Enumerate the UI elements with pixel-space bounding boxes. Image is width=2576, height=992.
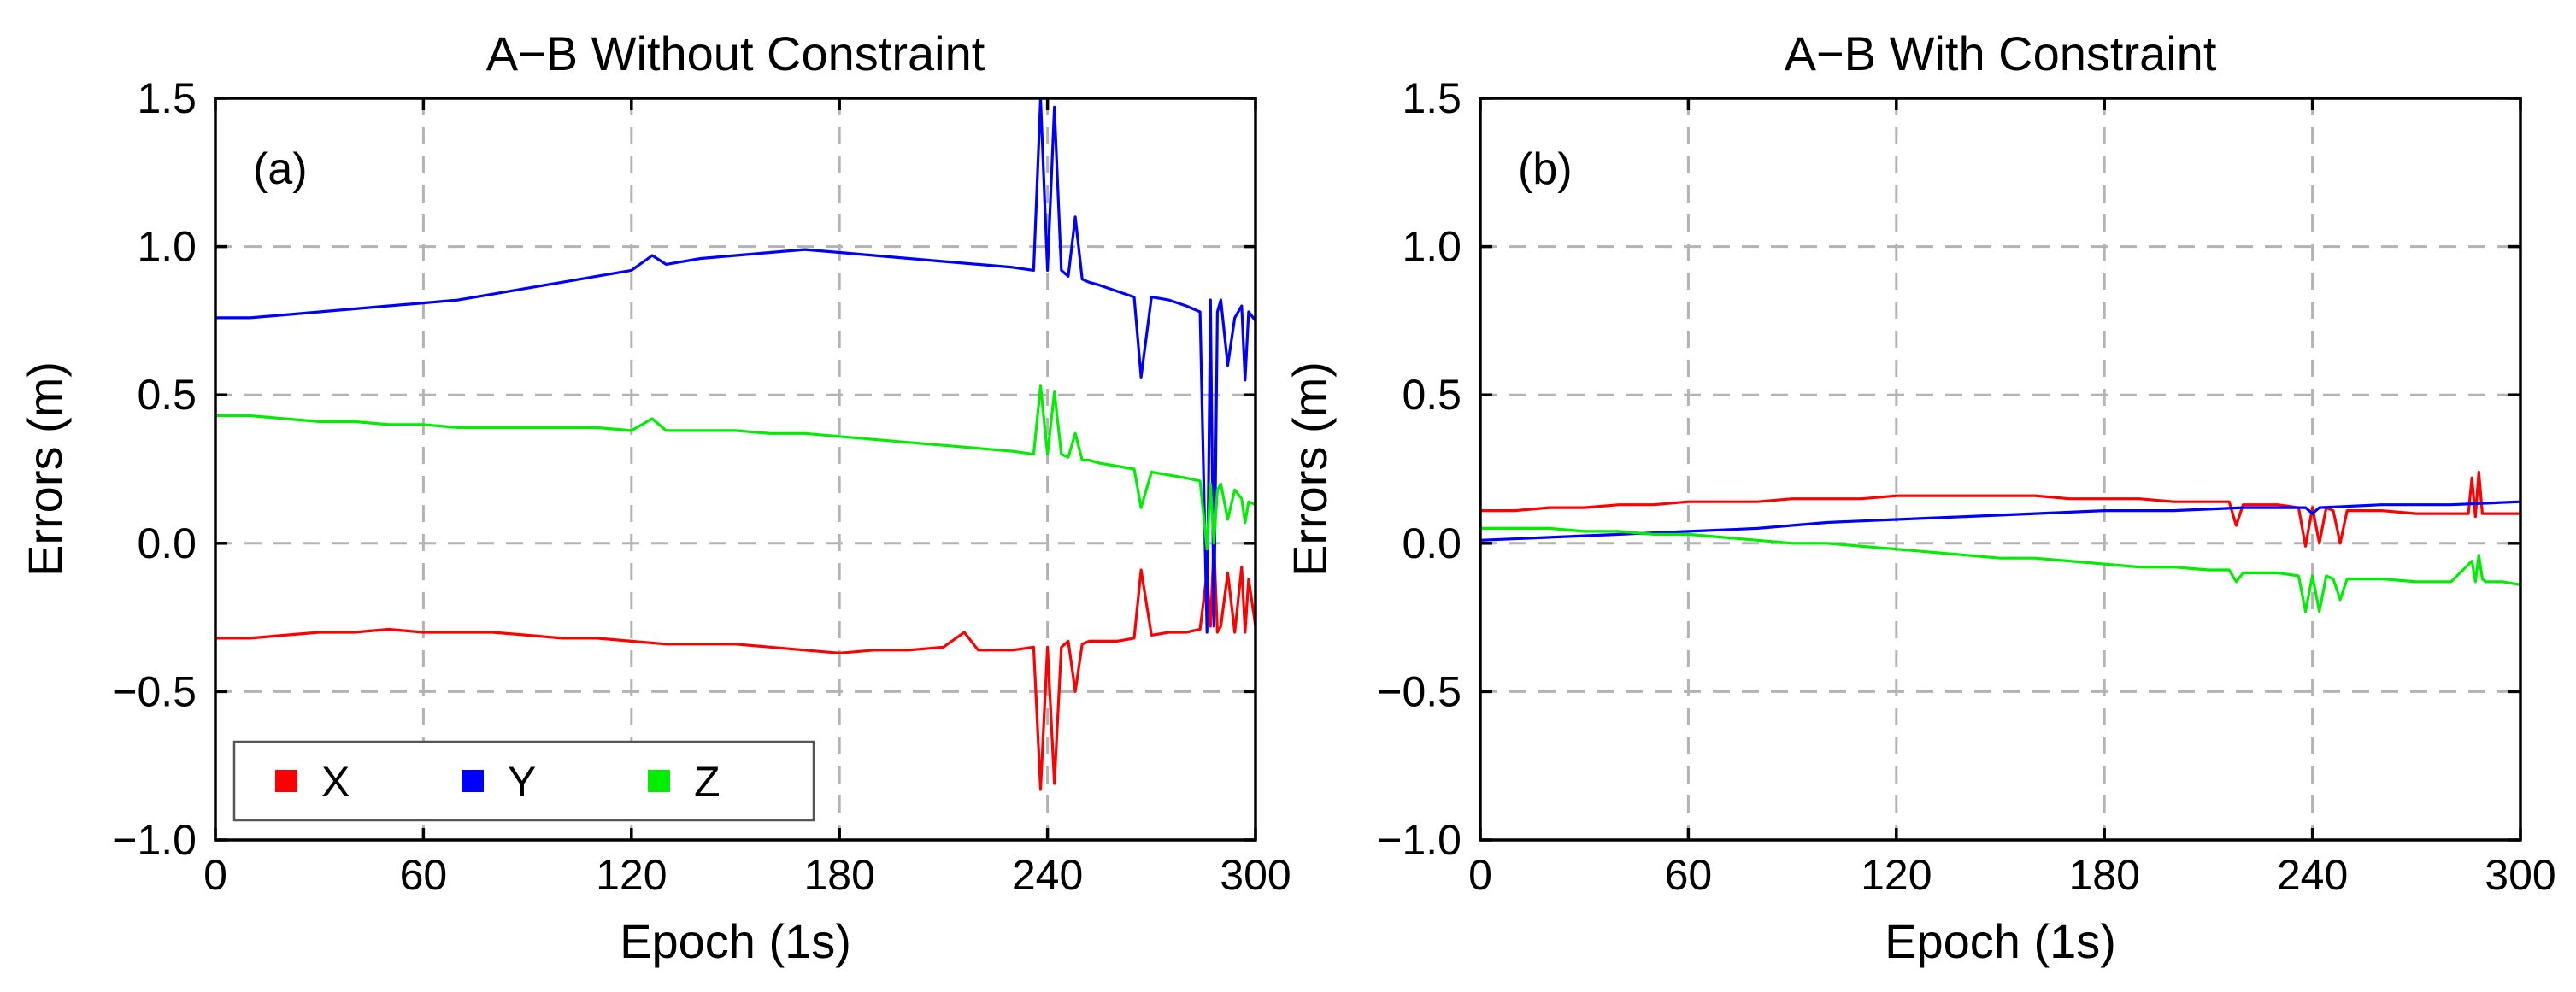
y-tick-label: 0.5 bbox=[137, 371, 197, 419]
series-line-y bbox=[215, 98, 1256, 634]
chart-title: A−B With Constraint bbox=[1785, 26, 2217, 80]
x-tick-label: 60 bbox=[400, 851, 448, 899]
plot-frame bbox=[214, 97, 1257, 842]
y-tick-label: 1.5 bbox=[137, 74, 197, 122]
y-tick-label: 0.0 bbox=[1402, 519, 1461, 567]
y-axis-label: Errors (m) bbox=[18, 361, 72, 577]
x-tick-label: 120 bbox=[596, 851, 667, 899]
x-tick-label: 120 bbox=[1861, 851, 1932, 899]
x-tick-label: 180 bbox=[803, 851, 874, 899]
chart-panel-b: 0 60 120 180 240 300 −1.0 −0.5 0.0 0.5 1.0 1.5 A−B W… bbox=[1283, 26, 2556, 968]
x-tick-label: 0 bbox=[1468, 851, 1492, 899]
y-tick-label: 1.0 bbox=[137, 223, 197, 271]
legend-label-y: Y bbox=[508, 758, 536, 806]
x-tick-label: 300 bbox=[2485, 851, 2555, 899]
chart-panel-a: 0 60 120 180 240 300 −1.0 −0.5 0.0 0.5 1.0 1.5 A−B W… bbox=[18, 26, 1291, 968]
x-tick-label: 240 bbox=[2277, 851, 2348, 899]
y-tick-label: 0.0 bbox=[137, 519, 197, 567]
plot-frame bbox=[1479, 97, 2522, 842]
legend: X Y Z bbox=[232, 740, 815, 822]
y-tick-label: 0.5 bbox=[1402, 371, 1461, 419]
y-tick-label: 1.0 bbox=[1402, 223, 1461, 271]
legend-box bbox=[232, 740, 815, 822]
x-tick-label: 0 bbox=[203, 851, 227, 899]
legend-label-x: X bbox=[321, 758, 350, 806]
series-line-x bbox=[215, 542, 1256, 791]
x-tick-label: 60 bbox=[1665, 851, 1713, 899]
panel-label: (a) bbox=[253, 144, 308, 194]
y-tick-label: −0.5 bbox=[112, 667, 197, 715]
x-tick-label: 240 bbox=[1012, 851, 1083, 899]
x-tick-label: 300 bbox=[1220, 851, 1291, 899]
panel-label: (b) bbox=[1518, 144, 1573, 194]
y-tick-label: −1.0 bbox=[112, 816, 197, 864]
legend-label-z: Z bbox=[694, 758, 720, 806]
legend-swatch-x bbox=[275, 770, 297, 792]
x-tick-label: 180 bbox=[2068, 851, 2139, 899]
y-tick-label: −1.0 bbox=[1377, 816, 1461, 864]
x-axis-label: Epoch (1s) bbox=[1885, 914, 2116, 968]
y-tick-label: −0.5 bbox=[1377, 667, 1461, 715]
legend-swatch-y bbox=[462, 770, 484, 792]
chart-title: A−B Without Constraint bbox=[486, 26, 985, 80]
y-axis-label: Errors (m) bbox=[1283, 361, 1337, 577]
series-line-z bbox=[215, 384, 1256, 551]
series-line-x bbox=[1480, 470, 2520, 548]
series-line-y bbox=[1480, 500, 2520, 542]
series-line-z bbox=[1480, 526, 2520, 613]
legend-swatch-z bbox=[648, 770, 670, 792]
y-tick-label: 1.5 bbox=[1402, 74, 1461, 122]
x-axis-label: Epoch (1s) bbox=[620, 914, 851, 968]
